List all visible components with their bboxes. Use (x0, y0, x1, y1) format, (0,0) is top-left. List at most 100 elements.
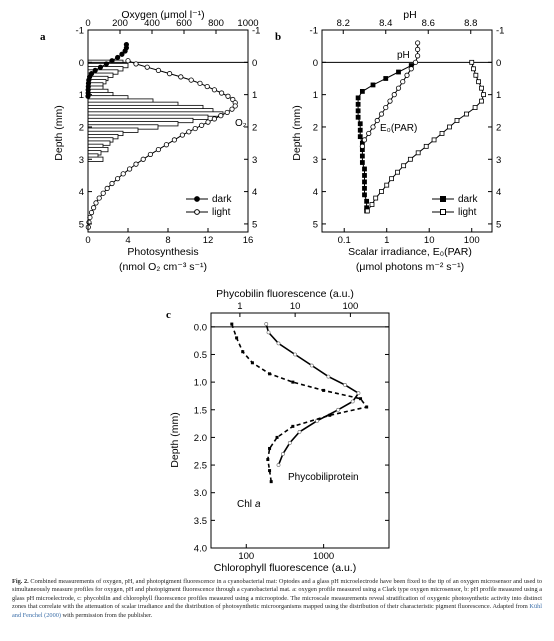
panel-b-top-axis-label: pH (403, 9, 416, 21)
panel-c-point-phyco (293, 352, 298, 357)
panel-a-point-light (140, 156, 146, 162)
panel-a-top-tick-label: 1000 (237, 18, 258, 29)
panel-b-point (370, 82, 376, 88)
panel-b-point-ph-light (395, 85, 402, 91)
panel-c-top-tick-label: 1 (237, 301, 242, 312)
panel-a-top-tick-label: 0 (85, 18, 90, 29)
panel-c-point-phyco (287, 441, 292, 445)
panel-b-point (447, 124, 452, 130)
panel-b-point (472, 105, 478, 110)
panel-b-bottom-axis-label: Scalar irradiance, E₀(PAR) (348, 246, 472, 258)
panel-b-point-ph-light (404, 72, 410, 78)
panel-b-point (479, 98, 484, 104)
figure-caption: Fig. 2. Combined measurements of oxygen,… (12, 578, 542, 620)
panel-b-top-tick-label: 8.8 (464, 18, 477, 29)
panel-b-point (362, 173, 367, 178)
panel-a-point-light (96, 195, 102, 201)
panel-b-point-ph-light (391, 92, 397, 98)
panel-b-point (464, 111, 469, 117)
panel-b-point (379, 189, 384, 195)
panel-a-bottom-tick-label: 0 (85, 235, 90, 246)
panel-b-point (355, 101, 361, 107)
panel-a-bottom-tick-label: 4 (125, 235, 130, 246)
panel-b-point-ph-light (378, 111, 385, 117)
panel-c-point-chl (291, 424, 295, 428)
panel-c-point-phyco (326, 374, 331, 379)
panel-b-point (479, 85, 484, 91)
panel-a-legend-light: light (212, 207, 231, 218)
panel-c-bottom-tick-label: 100 (238, 551, 254, 562)
panel-c-y-tick-label: 1.5 (194, 405, 207, 416)
panel-b-y-tick-label-right: 5 (496, 219, 501, 230)
panel-a-point-light (197, 80, 203, 86)
panel-b-point-ph-light (408, 66, 414, 72)
panel-c-point-chl (250, 361, 254, 365)
panel-c-y-tick-label: 0.5 (194, 350, 207, 361)
panel-c-point-chl (365, 405, 369, 409)
panel-a-y-tick-label: 5 (79, 219, 84, 230)
panel-a-top-tick-label: 400 (144, 18, 160, 29)
panel-b-point (369, 202, 375, 207)
panel-a-point-light (218, 113, 224, 119)
panel-a-point-dark (92, 67, 98, 74)
panel-c-point-chl (268, 372, 272, 376)
panel-a-point-light (219, 90, 225, 96)
panel-a-legend-dark: dark (212, 194, 232, 205)
panel-c-point-chl (241, 350, 245, 354)
panel-a-point-light (179, 132, 185, 138)
panel-a-point-dark (115, 54, 121, 61)
panel-c-y-tick-label: 1.0 (194, 378, 207, 389)
panel-a-y-tick-label: 0 (79, 58, 84, 69)
panel-a-point-light (224, 109, 230, 116)
panel-c-point-phyco (356, 391, 361, 396)
panel-a-y-tick-label: 1 (79, 90, 84, 101)
panel-b-top-tick-label: 8.2 (337, 18, 350, 29)
panel-c-point-phyco (264, 322, 269, 326)
panel-b-bottom-axis-unit: (μmol photons m⁻² s⁻¹) (356, 261, 464, 273)
panel-a-point-light (155, 146, 161, 153)
panel-b-y-tick-label: -1 (310, 26, 318, 37)
panel-b-bottom-tick-label: 1 (384, 235, 389, 246)
panel-a-point-light (109, 180, 115, 187)
panel-a-bottom-tick-label: 16 (243, 235, 254, 246)
panel-a-y-tick-label: -1 (76, 26, 84, 37)
panel-a-point-light (171, 137, 177, 143)
panel-c-point-chl (235, 336, 239, 340)
caption-source-link[interactable]: Kühl and Fenchel (2000) (12, 603, 543, 619)
panel-a-point-dark (103, 61, 110, 67)
panel-a-y-tick-label-right: 5 (252, 219, 257, 230)
panel-a-point-light (115, 176, 121, 182)
panel-c-point-phyco (266, 330, 271, 335)
panel-c-y-tick-label: 2.0 (194, 433, 207, 444)
panel-a-point-dark (109, 58, 115, 64)
figure-canvas: a Oxygen (μmol l⁻¹) Photosynthesis (nmol… (40, 9, 504, 574)
panel-a-o2-annotation: O₂ (235, 118, 247, 129)
panel-a-point-dark (119, 51, 125, 57)
panel-b-point (389, 176, 394, 182)
panel-b-point-ph-light (361, 137, 368, 143)
panel-b-point (357, 121, 363, 127)
panel-a-point-light (229, 106, 235, 112)
panel-b-bottom-tick-label: 100 (464, 235, 480, 246)
caption-tail: with permission from the publisher. (62, 611, 153, 619)
panel-b-point-ph-light (415, 53, 421, 59)
panel-c-point-phyco (276, 341, 281, 346)
panel-b-y-axis-label: Depth (mm) (291, 105, 303, 160)
panel-a-point-light (100, 190, 106, 196)
panel-a-y-tick-label-right: 3 (252, 155, 257, 166)
panel-b-point-ph-light (412, 59, 419, 65)
panel-b-y-tick-label: 4 (313, 187, 318, 198)
panel-c-point-chl (268, 446, 272, 450)
panel-c-point-chl (275, 435, 279, 439)
panel-a-point-light (167, 71, 173, 77)
panel-a-bottom-tick-label: 8 (165, 235, 170, 246)
panel-a-point-light (125, 58, 131, 64)
panel-c-point-phyco (276, 463, 281, 467)
panel-a-point-light (204, 83, 210, 90)
panel-b-point (395, 169, 400, 175)
panel-b-point-ph-light (370, 124, 376, 130)
panel-c-point-chl (291, 380, 295, 384)
panel-b-point (362, 179, 367, 185)
panel-c-point-chl (269, 480, 273, 484)
panel-a-point-light (93, 200, 99, 206)
